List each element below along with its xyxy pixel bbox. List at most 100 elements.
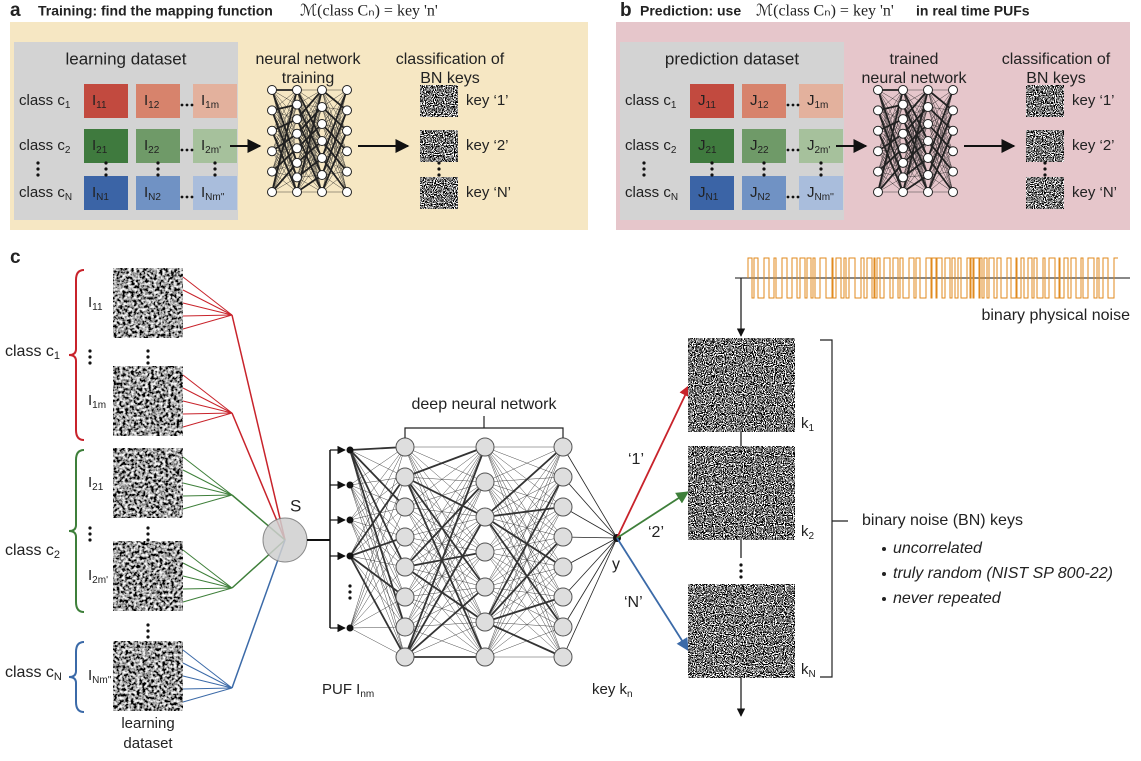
panel-label: a <box>10 0 21 21</box>
network-title: neural network <box>862 70 968 87</box>
network-node <box>554 528 572 546</box>
ellipsis-dot <box>1043 167 1046 170</box>
cell-label-sub: 22 <box>148 145 160 156</box>
network-node <box>899 173 908 182</box>
bn-property: truly random (NIST SP 800-22) <box>893 565 1113 582</box>
network-node <box>268 86 277 95</box>
ellipsis-dot <box>36 161 39 164</box>
key-image <box>420 130 458 162</box>
network-connection <box>563 447 617 538</box>
input-node <box>347 482 354 489</box>
input-node <box>347 447 354 454</box>
panel-label: c <box>10 247 21 268</box>
key-label: key ‘N’ <box>1072 184 1117 201</box>
fan-line <box>183 688 232 689</box>
cell-label-base: J <box>750 184 758 201</box>
input-label-base: PUF I <box>322 681 360 698</box>
network-node <box>874 126 883 135</box>
class-label-sub: 1 <box>671 100 677 111</box>
fan-line <box>232 540 285 688</box>
fan-line <box>183 413 232 414</box>
class-brace <box>69 450 84 612</box>
network-connection <box>485 517 563 657</box>
network-node <box>293 100 302 109</box>
ellipsis-dot <box>146 538 149 541</box>
network-node <box>874 147 883 156</box>
dataset-title: learning <box>121 715 174 732</box>
speckle-image <box>113 641 183 711</box>
class-brace <box>69 642 84 712</box>
input-label-sub: nm <box>360 689 374 700</box>
network-title: neural network <box>256 51 362 68</box>
ellipsis-dot <box>104 161 107 164</box>
network-connection <box>350 477 405 556</box>
network-node <box>949 86 958 95</box>
network-node <box>268 147 277 156</box>
image-label-sub: 2m' <box>92 575 108 586</box>
ellipsis-dot <box>104 167 107 170</box>
fan-line <box>183 388 232 413</box>
image-label: INm'' <box>88 667 112 686</box>
key-label: key kn <box>592 681 633 700</box>
network-node <box>874 188 883 197</box>
network-title: trained <box>890 51 939 68</box>
network-node <box>318 154 327 163</box>
fan-line <box>183 495 232 509</box>
ellipsis-dot <box>348 596 351 599</box>
ellipsis-dot <box>156 161 159 164</box>
fan-line <box>183 563 232 588</box>
fan-line <box>183 588 232 589</box>
bn-title: binary noise (BN) keys <box>862 512 1023 529</box>
network-node <box>318 137 327 146</box>
network-node <box>318 188 327 197</box>
cell-label-sub: 2m' <box>815 145 831 156</box>
network-node <box>554 498 572 516</box>
cell-label-sub: 12 <box>148 100 160 111</box>
branch-label: ‘N’ <box>624 594 643 611</box>
class-label: class c1 <box>19 92 71 111</box>
network-node <box>554 618 572 636</box>
bn-property: uncorrelated <box>893 540 983 557</box>
ellipsis-dot <box>1043 173 1046 176</box>
ellipsis-dot <box>156 173 159 176</box>
ellipsis-dot <box>792 149 795 152</box>
cell-label-sub: 1m <box>205 100 219 111</box>
network-node <box>899 100 908 109</box>
cell-label-base: J <box>807 92 815 109</box>
ellipsis-dot <box>88 532 91 535</box>
sum-node <box>263 518 307 562</box>
panel-title: Training: find the mapping function <box>38 3 273 19</box>
class-label-base: class c <box>625 137 671 154</box>
network-node <box>293 173 302 182</box>
key-label: key ‘1’ <box>466 92 509 109</box>
network-connection <box>405 552 485 627</box>
network-connection <box>563 538 617 627</box>
network-node <box>343 147 352 156</box>
cell-label-sub: Nm'' <box>815 192 834 203</box>
network-node <box>293 158 302 167</box>
network-node <box>396 468 414 486</box>
ellipsis-dot <box>88 526 91 529</box>
ellipsis-dot <box>642 173 645 176</box>
image-label: I11 <box>88 294 103 313</box>
network-node <box>343 106 352 115</box>
network-node <box>396 588 414 606</box>
class-label-sub: 1 <box>65 100 71 111</box>
key-label: key ‘2’ <box>1072 137 1115 154</box>
output-title: BN keys <box>420 70 480 87</box>
network-node <box>293 115 302 124</box>
network-connection <box>485 447 563 587</box>
ellipsis-dot <box>146 349 149 352</box>
panel-title-end: in real time PUFs <box>916 3 1030 19</box>
network-node <box>268 106 277 115</box>
ellipsis-dot <box>213 173 216 176</box>
image-label-sub: 11 <box>92 302 103 313</box>
network-node <box>874 106 883 115</box>
ellipsis-dot <box>191 196 194 199</box>
network-connection <box>350 556 405 597</box>
network-node <box>554 648 572 666</box>
ellipsis-dot <box>739 563 742 566</box>
bullet <box>882 597 886 601</box>
ellipsis-dot <box>36 167 39 170</box>
ellipsis-dot <box>213 167 216 170</box>
